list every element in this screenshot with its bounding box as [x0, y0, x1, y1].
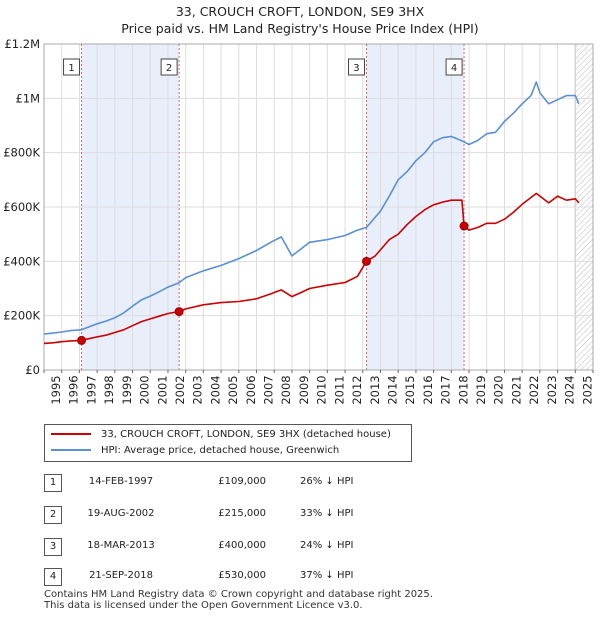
x-tick-label: 2011: [332, 375, 346, 404]
legend-label-sales: 33, CROUCH CROFT, LONDON, SE9 3HX (detac…: [101, 429, 391, 440]
x-tick-label: 2005: [226, 375, 240, 404]
sale-label-number: 3: [353, 63, 359, 74]
legend-label-hpi: HPI: Average price, detached house, Gree…: [101, 445, 340, 456]
x-tick-label: 2012: [350, 375, 364, 404]
sale-hpi-diff: 24% ↓ HPI: [300, 540, 354, 551]
x-tick-label: 2016: [421, 375, 435, 404]
sale-label-number: 4: [451, 63, 457, 74]
sale-price: £530,000: [218, 570, 266, 581]
sale-price: £215,000: [218, 508, 266, 519]
sale-number-badge: 4: [44, 568, 62, 586]
x-tick-label: 2026: [598, 375, 600, 404]
x-tick-label: 1996: [67, 375, 81, 404]
y-tick-label: £200K: [3, 309, 40, 323]
x-tick-label: 2014: [385, 375, 399, 404]
chart-title-block: 33, CROUCH CROFT, LONDON, SE9 3HX Price …: [0, 3, 600, 37]
sale-date: 18-MAR-2013: [87, 540, 155, 551]
sale-label-box: [160, 58, 178, 76]
x-tick-label: 2000: [138, 375, 152, 404]
hpi-series-line: [43, 81, 580, 335]
footer: Contains HM Land Registry data © Crown c…: [44, 589, 433, 611]
plot-frame: [43, 43, 594, 371]
y-tick-label: £0: [25, 363, 40, 377]
sales-series-line: [43, 192, 580, 345]
sale-label-number: 2: [166, 63, 172, 74]
x-tick-label: 2021: [509, 375, 523, 404]
sale-date: 21-SEP-2018: [89, 570, 153, 581]
sale-date: 14-FEB-1997: [88, 476, 154, 487]
table-row: 3 18-MAR-2013 £400,000 24% ↓ HPI: [0, 538, 600, 558]
y-tick-label: £800K: [3, 146, 40, 160]
x-tick-label: 1999: [120, 375, 134, 404]
sale-number-badge: 2: [44, 506, 62, 524]
x-tick-label: 1995: [49, 375, 63, 404]
sale-hpi-diff: 37% ↓ HPI: [300, 570, 354, 581]
legend: 33, CROUCH CROFT, LONDON, SE9 3HX (detac…: [44, 424, 412, 462]
table-row: 1 14-FEB-1997 £109,000 26% ↓ HPI: [0, 474, 600, 494]
x-tick-label: 2025: [580, 375, 594, 404]
x-tick-label: 2004: [208, 375, 222, 404]
sale-hpi-diff: 33% ↓ HPI: [300, 508, 354, 519]
sale-label-box: [445, 58, 463, 76]
sale-label-box: [63, 58, 81, 76]
x-tick-label: 2001: [155, 375, 169, 404]
x-tick-label: 2006: [244, 375, 258, 404]
sale-label-box: [347, 58, 365, 76]
x-tick-label: 2024: [563, 375, 577, 404]
footer-licence: This data is licensed under the Open Gov…: [44, 600, 363, 611]
sale-price: £109,000: [218, 476, 266, 487]
sale-hpi-diff: 26% ↓ HPI: [300, 476, 354, 487]
y-tick-label: £400K: [3, 254, 40, 268]
sale-number-badge: 3: [44, 538, 62, 556]
x-tick-label: 2009: [297, 375, 311, 404]
x-tick-label: 2013: [368, 375, 382, 404]
legend-swatch-hpi: [51, 449, 91, 451]
y-tick-label: £1M: [15, 91, 40, 105]
x-tick-label: 2022: [527, 375, 541, 404]
x-tick-label: 2023: [545, 375, 559, 404]
sale-date: 19-AUG-2002: [87, 508, 155, 519]
x-tick-label: 2017: [439, 375, 453, 404]
x-tick-label: 2015: [403, 375, 417, 404]
x-tick-label: 2010: [315, 375, 329, 404]
sale-point: [361, 256, 371, 266]
x-tick-label: 2019: [474, 375, 488, 404]
x-tick-label: 2008: [279, 375, 293, 404]
sale-label-number: 1: [68, 63, 74, 74]
x-tick-label: 2007: [262, 375, 276, 404]
footer-copyright: Contains HM Land Registry data © Crown c…: [44, 589, 433, 600]
chart-subtitle: Price paid vs. HM Land Registry's House …: [121, 21, 479, 36]
legend-swatch-sales: [51, 433, 91, 435]
sale-point: [77, 335, 87, 345]
y-tick-label: £600K: [3, 200, 40, 214]
legend-item-hpi: HPI: Average price, detached house, Gree…: [51, 443, 339, 459]
table-row: 2 19-AUG-2002 £215,000 33% ↓ HPI: [0, 506, 600, 526]
x-tick-label: 1998: [102, 375, 116, 404]
x-tick-label: 2020: [492, 375, 506, 404]
x-tick-label: 2002: [173, 375, 187, 404]
legend-item-sales: 33, CROUCH CROFT, LONDON, SE9 3HX (detac…: [51, 427, 391, 443]
table-row: 4 21-SEP-2018 £530,000 37% ↓ HPI: [0, 568, 600, 588]
sale-point: [174, 307, 184, 317]
chart-title: 33, CROUCH CROFT, LONDON, SE9 3HX: [175, 4, 425, 19]
sale-price: £400,000: [218, 540, 266, 551]
x-tick-label: 1997: [84, 375, 98, 404]
sale-number-badge: 1: [44, 474, 62, 492]
y-tick-label: £1.2M: [4, 37, 40, 51]
x-tick-label: 2018: [456, 375, 470, 404]
sale-point: [459, 221, 469, 231]
x-tick-label: 2003: [191, 375, 205, 404]
